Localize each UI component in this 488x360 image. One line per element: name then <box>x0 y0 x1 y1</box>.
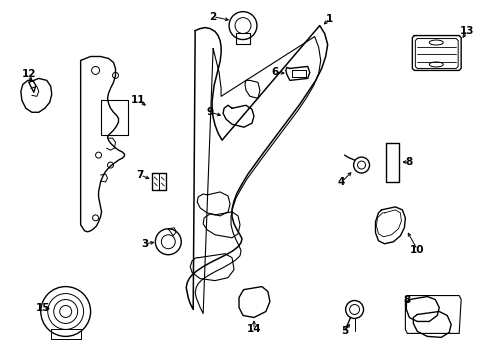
Text: 8: 8 <box>403 294 410 305</box>
Text: 2: 2 <box>209 12 216 22</box>
Text: 14: 14 <box>246 324 261 334</box>
Text: 1: 1 <box>325 14 333 24</box>
Text: 12: 12 <box>21 69 36 80</box>
Text: 5: 5 <box>340 327 347 336</box>
Text: 4: 4 <box>337 177 345 187</box>
Text: 6: 6 <box>271 67 278 77</box>
Text: 13: 13 <box>459 26 473 36</box>
Text: 3: 3 <box>142 239 149 249</box>
Text: 8: 8 <box>405 157 412 167</box>
Text: 9: 9 <box>206 107 213 117</box>
Text: 10: 10 <box>409 245 424 255</box>
Text: 11: 11 <box>131 95 145 105</box>
Text: 15: 15 <box>36 302 50 312</box>
Text: 7: 7 <box>137 170 144 180</box>
